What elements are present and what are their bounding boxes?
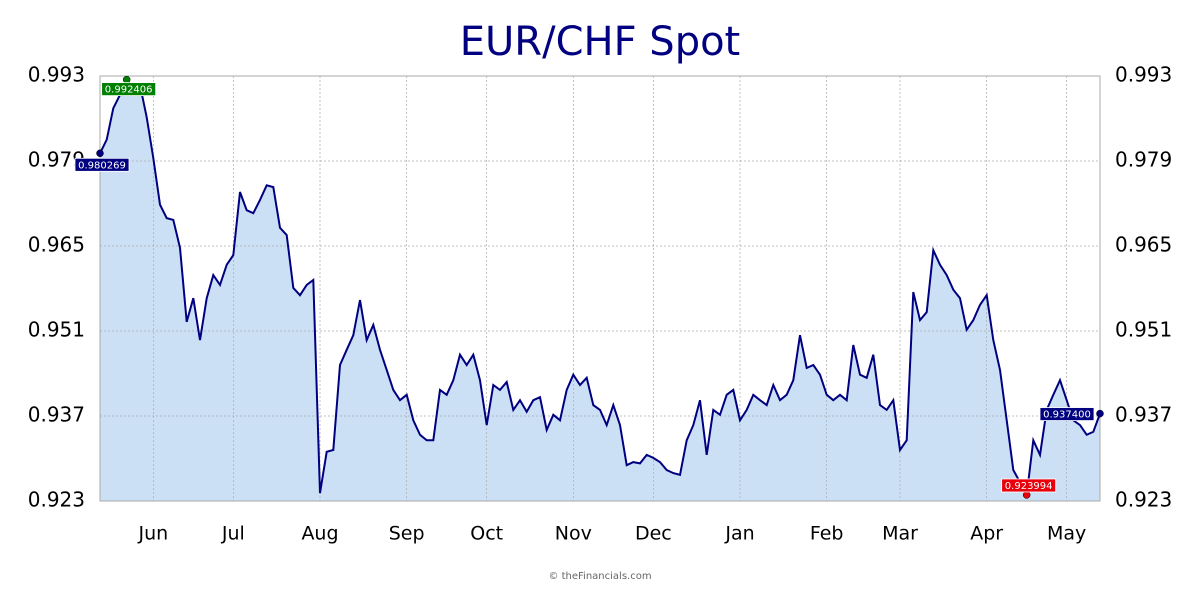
x-tick-label: Sep <box>389 523 425 545</box>
x-tick-label: Jun <box>137 523 168 545</box>
y-tick-label: 0.965 <box>28 233 85 257</box>
y2-tick-label: 0.951 <box>1115 318 1172 342</box>
value-label-box <box>1001 478 1057 493</box>
x-tick-label: Mar <box>882 523 918 545</box>
footer: © theFinancials.com <box>548 571 651 582</box>
y-tick-label: 0.923 <box>28 488 85 512</box>
area <box>100 79 1100 501</box>
point-marker <box>1096 409 1104 418</box>
point-marker <box>122 75 131 84</box>
x-tick-label: Aug <box>301 523 338 545</box>
value-label: 0.923994 <box>1005 481 1053 492</box>
y-tick-label: 0.951 <box>28 318 85 342</box>
value-label-box <box>74 157 130 172</box>
value-label: 0.992406 <box>105 85 153 96</box>
y-tick-label: 0.937 <box>28 403 85 427</box>
plot-border <box>99 75 1101 502</box>
value-label: 0.980269 <box>78 160 126 171</box>
y2-tick-label: 0.979 <box>1115 148 1172 172</box>
x-tick-label: Jul <box>221 523 245 545</box>
point-marker <box>1022 491 1031 499</box>
y2-tick-label: 0.965 <box>1115 233 1172 257</box>
x-tick-label: Oct <box>470 523 503 545</box>
y2-tick-label: 0.993 <box>1115 63 1172 87</box>
value-label: 0.937400 <box>1043 410 1091 421</box>
y2-tick-label: 0.937 <box>1115 403 1172 427</box>
point-marker <box>96 149 104 158</box>
chart-title: EUR/CHF Spot <box>460 19 741 65</box>
value-label-box <box>101 82 157 97</box>
line <box>99 77 1101 499</box>
y2-tick-label: 0.923 <box>1115 488 1172 512</box>
x-tick-label: May <box>1047 523 1086 545</box>
x-tick-label: Apr <box>970 523 1003 545</box>
value-label-box <box>1039 407 1095 421</box>
x-tick-label: Dec <box>635 523 672 545</box>
x-tick-label: Nov <box>555 523 592 545</box>
x-tick-label: Feb <box>810 523 844 545</box>
y-tick-label: 0.993 <box>28 63 85 87</box>
x-tick-label: Jan <box>724 523 754 545</box>
